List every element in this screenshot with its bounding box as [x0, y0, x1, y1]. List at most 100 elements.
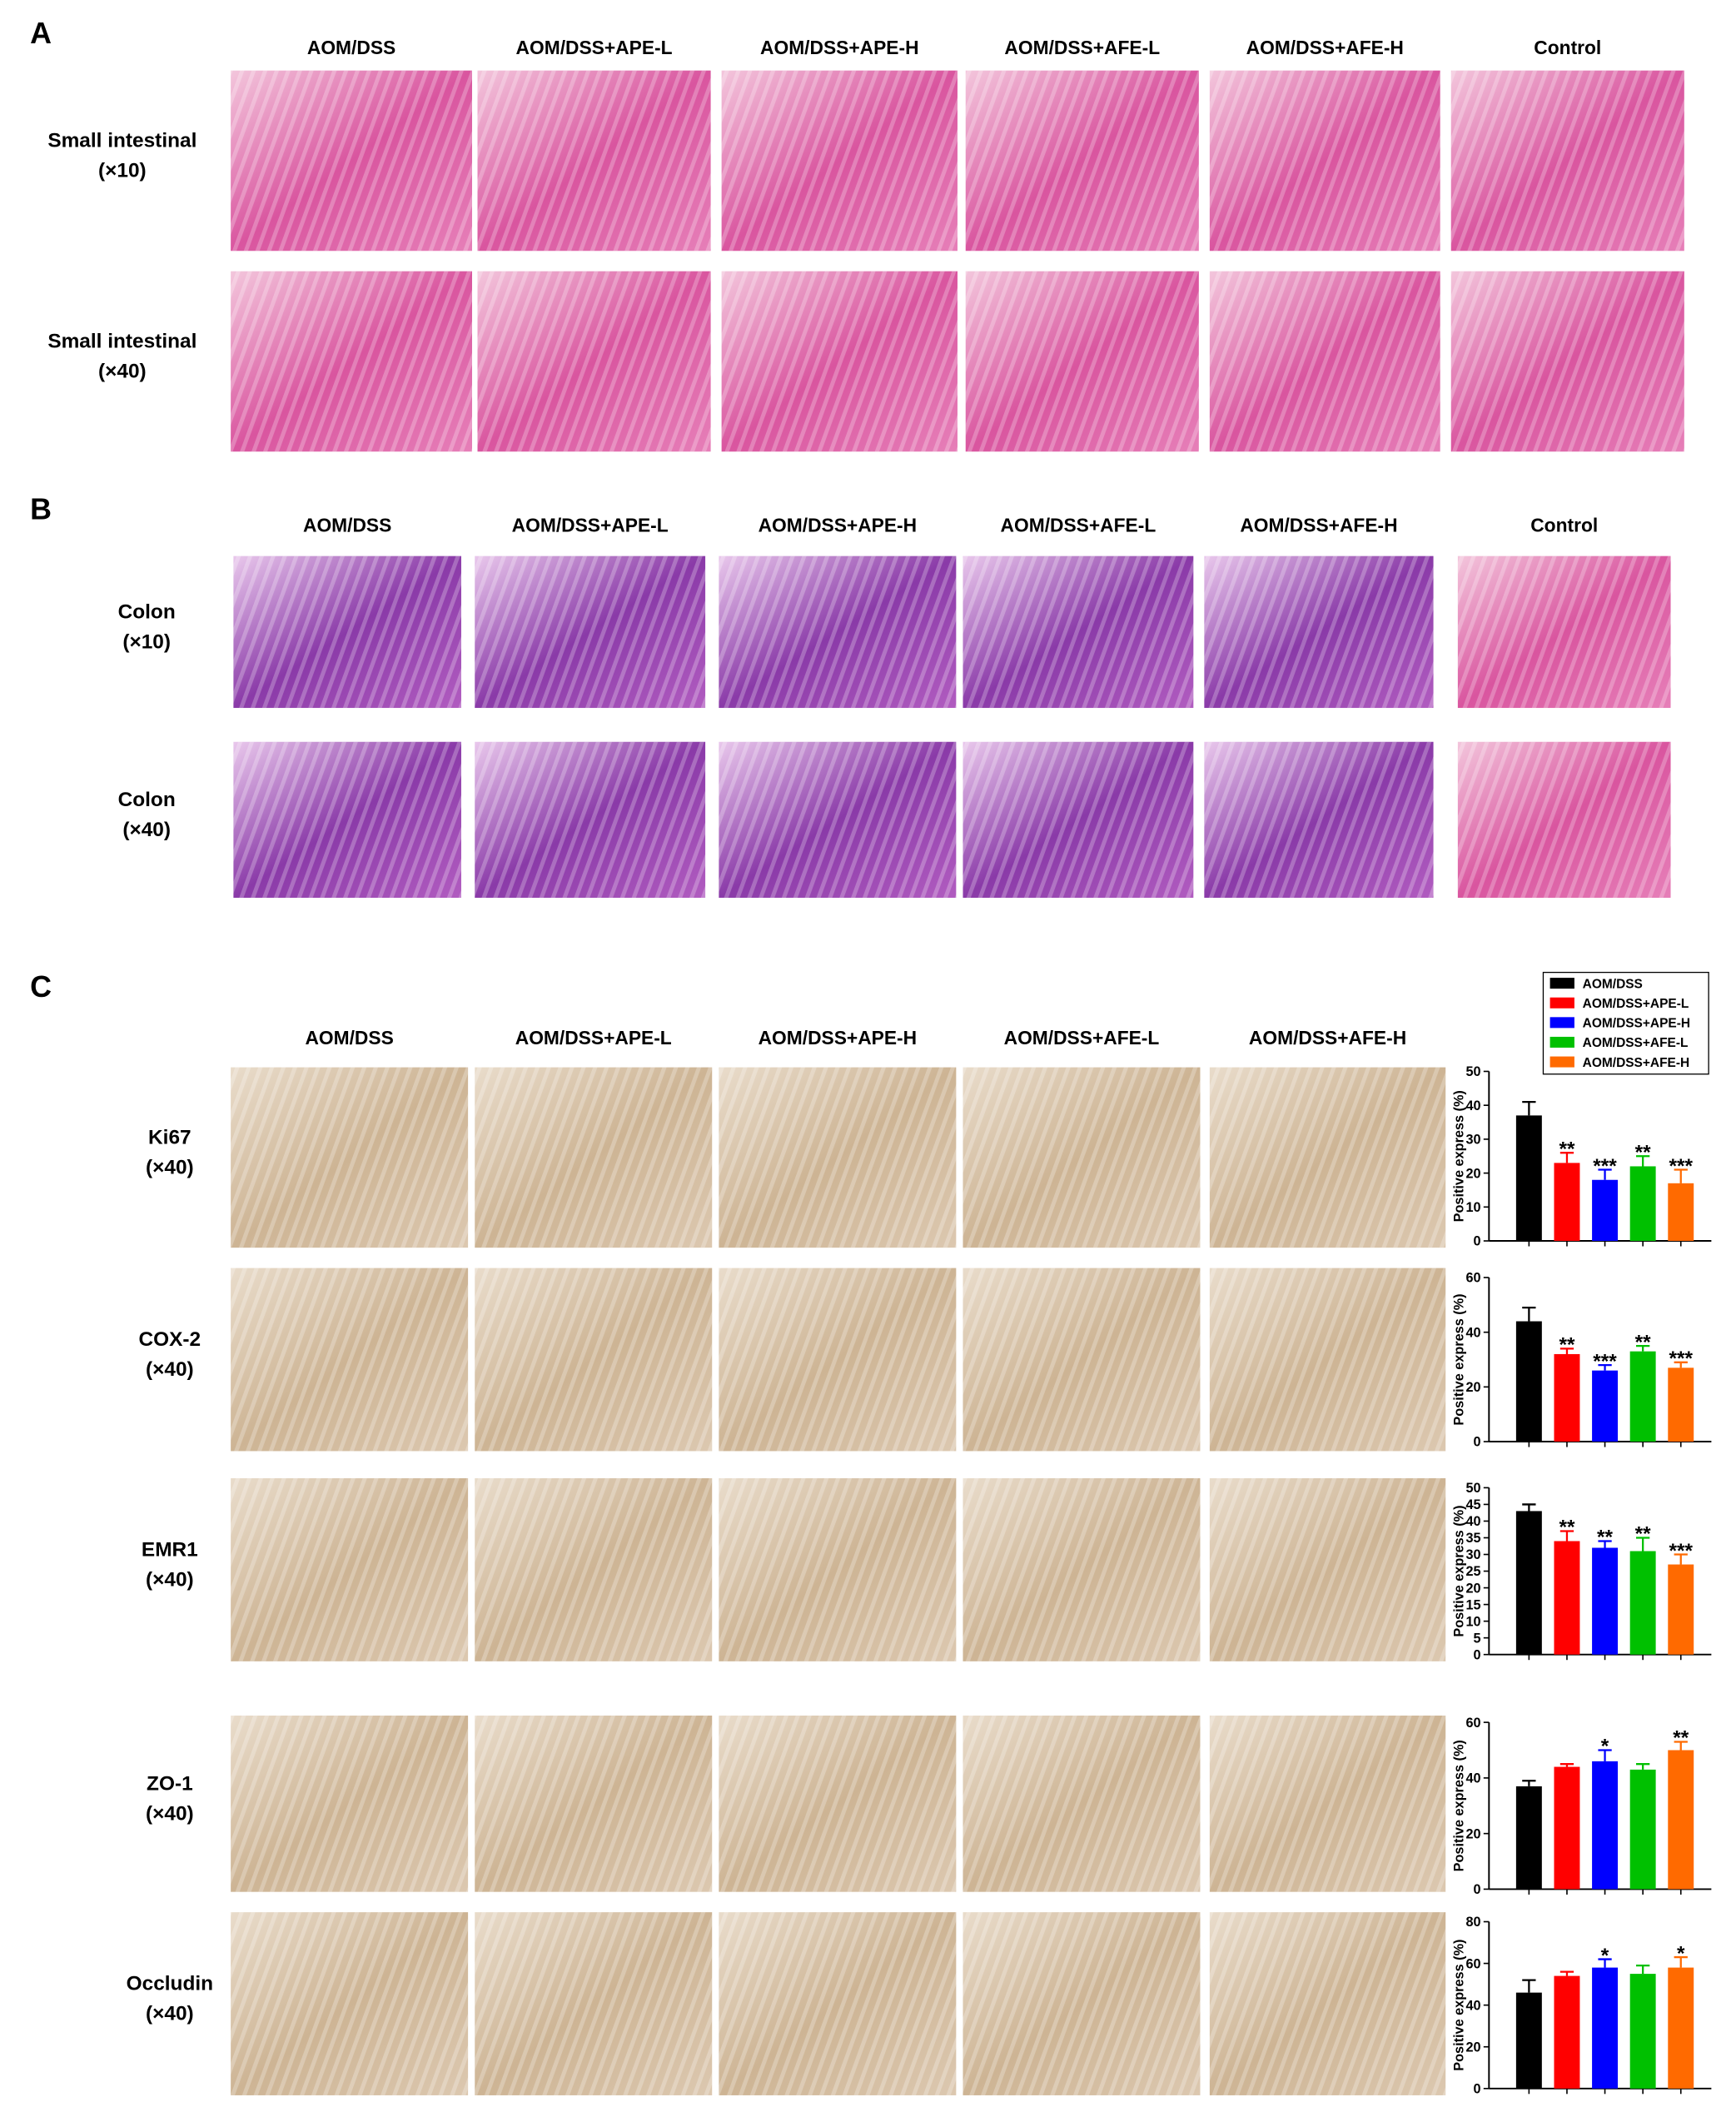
- bar: [1592, 1547, 1619, 1655]
- error-bar: [1522, 1979, 1536, 1993]
- legend-label: AOM/DSS+AFE-H: [1583, 1056, 1690, 1070]
- row-label: Colon: [118, 601, 176, 624]
- significance-label: **: [1635, 1523, 1651, 1546]
- legend-label: AOM/DSS: [1583, 977, 1643, 991]
- micrograph-texture: [963, 555, 1194, 709]
- micrograph-texture: [1209, 70, 1440, 252]
- bar: [1629, 1769, 1656, 1890]
- column-header: AOM/DSS+AFE-L: [1004, 1027, 1160, 1049]
- error-bar: [1522, 1503, 1536, 1512]
- row-label: (×40): [98, 361, 147, 383]
- y-tick-label: 10: [1465, 1614, 1480, 1629]
- error-bar: [1559, 1152, 1574, 1163]
- micrograph-texture: [233, 741, 461, 899]
- error-bar: [1636, 1763, 1650, 1770]
- micrograph-texture: [231, 1268, 469, 1452]
- significance-label: *: [1677, 1942, 1685, 1965]
- y-tick-label: 20: [1465, 1166, 1480, 1181]
- row-label: COX-2: [139, 1328, 201, 1351]
- micrograph-texture: [475, 1268, 713, 1452]
- significance-label: **: [1559, 1517, 1574, 1539]
- micrograph-texture: [963, 1067, 1201, 1248]
- bar: [1668, 1367, 1694, 1442]
- bar: [1515, 1321, 1542, 1442]
- y-tick-label: 60: [1465, 1716, 1480, 1731]
- column-header: AOM/DSS+APE-L: [512, 514, 669, 535]
- error-bar: [1636, 1964, 1650, 1975]
- micrograph-texture: [965, 271, 1199, 452]
- bar: [1554, 1541, 1580, 1655]
- micrograph-texture: [719, 1478, 957, 1661]
- legend-label: AOM/DSS+APE-L: [1583, 997, 1689, 1011]
- significance-label: **: [1597, 1527, 1613, 1549]
- error-bar: [1636, 1537, 1650, 1552]
- row-label: EMR1: [142, 1539, 198, 1562]
- y-tick-label: 45: [1465, 1497, 1480, 1512]
- micrograph-texture: [1457, 555, 1671, 709]
- bar: [1554, 1975, 1580, 2089]
- micrograph-texture: [1209, 1067, 1446, 1248]
- y-tick-label: 0: [1474, 1234, 1481, 1249]
- legend-label: AOM/DSS+AFE-L: [1583, 1036, 1689, 1050]
- significance-label: **: [1559, 1334, 1574, 1357]
- micrograph-texture: [475, 1478, 713, 1661]
- y-tick-label: 20: [1465, 2040, 1480, 2055]
- bar: [1592, 1179, 1619, 1242]
- micrograph-texture: [1450, 70, 1684, 252]
- bar: [1629, 1974, 1656, 2089]
- bar: [1515, 1511, 1542, 1655]
- legend-swatch: [1549, 978, 1574, 989]
- error-bar: [1522, 1306, 1536, 1322]
- panel-label: C: [30, 970, 52, 1004]
- micrograph-texture: [963, 1268, 1201, 1452]
- micrograph-texture: [1204, 555, 1434, 709]
- micrograph-texture: [1209, 1478, 1446, 1661]
- row-label: Colon: [118, 789, 176, 811]
- y-axis-label: Positive express (%): [1451, 1090, 1466, 1222]
- y-tick-label: 35: [1465, 1531, 1480, 1546]
- legend-swatch: [1549, 997, 1574, 1009]
- micrograph-texture: [1204, 741, 1434, 899]
- column-header: AOM/DSS+APE-L: [515, 1027, 672, 1049]
- micrograph-texture: [231, 1478, 469, 1661]
- legend-label: AOM/DSS+APE-H: [1583, 1017, 1690, 1031]
- bar: [1592, 1967, 1619, 2089]
- y-tick-label: 50: [1465, 1064, 1480, 1079]
- y-tick-label: 20: [1465, 1826, 1480, 1841]
- y-tick-label: 80: [1465, 1915, 1480, 1930]
- row-label: (×40): [146, 1358, 194, 1381]
- column-header: Control: [1530, 514, 1598, 535]
- significance-label: **: [1635, 1142, 1651, 1164]
- significance-label: **: [1635, 1331, 1651, 1353]
- significance-label: ***: [1593, 1155, 1617, 1178]
- micrograph-texture: [963, 1715, 1201, 1892]
- panel-label: A: [30, 17, 52, 50]
- y-tick-label: 40: [1465, 1998, 1480, 2013]
- row-label: Occludin: [127, 1973, 213, 1995]
- error-bar: [1674, 1741, 1688, 1751]
- micrograph-texture: [475, 1715, 713, 1892]
- significance-label: *: [1601, 1945, 1609, 1967]
- micrograph-texture: [1209, 1715, 1446, 1892]
- micrograph-texture: [963, 1912, 1201, 2095]
- error-bar: [1636, 1155, 1650, 1167]
- column-header: AOM/DSS: [307, 37, 395, 58]
- bar: [1592, 1370, 1619, 1442]
- bar: [1668, 1967, 1694, 2089]
- micrograph-texture: [719, 741, 957, 899]
- significance-label: ***: [1593, 1350, 1617, 1372]
- error-bar: [1674, 1361, 1688, 1368]
- y-axis-label: Positive express (%): [1451, 1293, 1466, 1425]
- column-header: AOM/DSS+APE-H: [760, 37, 919, 58]
- y-tick-label: 60: [1465, 1956, 1480, 1971]
- row-label: Small intestinal: [47, 130, 196, 152]
- micrograph-texture: [963, 741, 1194, 899]
- row-label: (×40): [122, 819, 171, 841]
- error-bar: [1559, 1970, 1574, 1976]
- error-bar: [1559, 1530, 1574, 1542]
- legend-swatch: [1549, 1056, 1574, 1068]
- y-tick-label: 50: [1465, 1481, 1480, 1496]
- micrograph-texture: [719, 1067, 957, 1248]
- micrograph-texture: [1450, 271, 1684, 452]
